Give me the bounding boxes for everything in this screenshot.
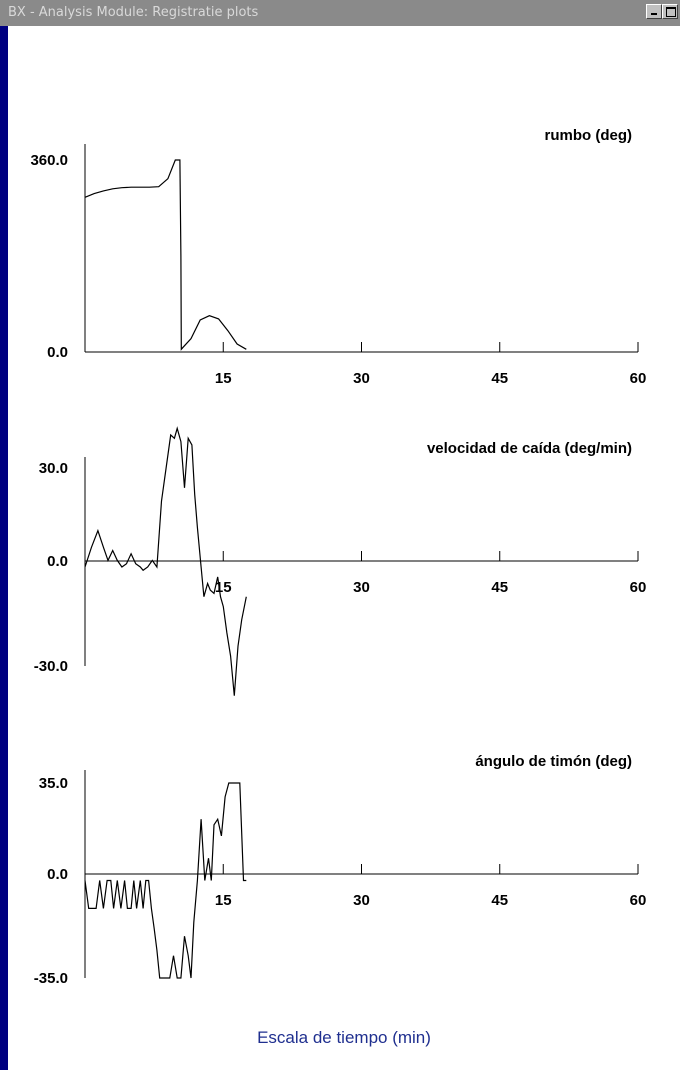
chart-panel-2: 15 30 45 60 30.0 0.0 -30.0 velocidad de caída (… [34,426,647,696]
x-tick-label: 15 [215,370,232,387]
series-line [84,782,247,979]
window-title: BX - Analysis Module: Registratie plots [8,5,259,20]
plot-window: 15 30 45 60 360.0 0.0 rumbo (deg) 15 30 45 60 30.0 0… [8,26,680,1070]
x-tick-label: 60 [630,579,647,596]
y-tick-label: 0.0 [47,866,68,883]
x-tick-label: 45 [491,892,508,909]
series-line [84,426,247,696]
y-tick-label: 30.0 [39,460,68,477]
y-tick-label: -30.0 [34,658,68,675]
x-tick-label: 60 [630,370,647,387]
maximize-icon[interactable] [662,4,678,19]
y-tick-label: 360.0 [30,152,68,169]
y-tick-label: 35.0 [39,775,68,792]
chart-panel-3: 15 30 45 60 35.0 0.0 -35.0 ángulo de timón (deg… [34,753,647,987]
chart-panel-1: 15 30 45 60 360.0 0.0 rumbo (deg) [30,127,646,387]
y-tick-label: 0.0 [47,344,68,361]
x-tick-label: 30 [353,579,370,596]
x-tick-label: 45 [491,579,508,596]
x-tick-label: 15 [215,579,232,596]
chart-title: rumbo (deg) [545,127,633,144]
time-scale-label: Escala de tiempo (min) [257,1028,431,1047]
x-tick-label: 30 [353,370,370,387]
y-tick-label: -35.0 [34,970,68,987]
x-tick-label: 15 [215,892,232,909]
registration-plots: 15 30 45 60 360.0 0.0 rumbo (deg) 15 30 45 60 30.0 0… [30,127,647,987]
x-tick-label: 30 [353,892,370,909]
window-controls [646,4,678,19]
x-tick-label: 45 [491,370,508,387]
y-tick-label: 0.0 [47,553,68,570]
chart-title: velocidad de caída (deg/min) [427,440,632,457]
title-bar[interactable]: BX - Analysis Module: Registratie plots [0,0,680,26]
series-line [84,159,247,351]
x-tick-label: 60 [630,892,647,909]
chart-title: ángulo de timón (deg) [475,753,632,770]
minimize-icon[interactable] [646,4,662,19]
